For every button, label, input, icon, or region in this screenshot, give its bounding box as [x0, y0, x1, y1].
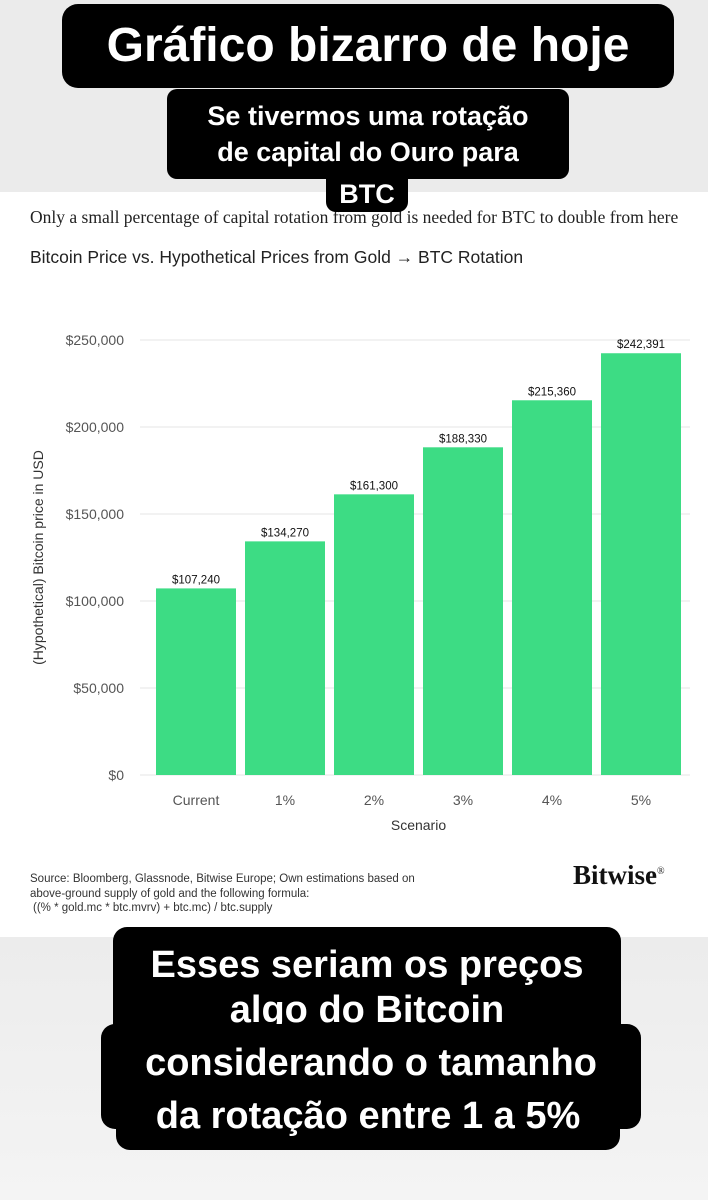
x-tick-label: 5% — [631, 792, 651, 808]
caption-title: Gráfico bizarro de hoje — [62, 4, 674, 88]
data-label: $242,391 — [617, 339, 665, 351]
x-tick-label: 3% — [453, 792, 473, 808]
y-tick-label: $100,000 — [66, 593, 125, 609]
label-layer: $0 $50,000 $100,000 $150,000 $200,000 $250,00… — [66, 332, 665, 808]
bar-chart: $0 $50,000 $100,000 $150,000 $200,000 $250,00… — [30, 332, 690, 833]
source-formula: ((% * gold.mc * btc.mvrv) + btc.mc) / bt… — [33, 902, 273, 914]
y-tick-label: $0 — [108, 767, 124, 783]
caption-subtitle-line-3: BTC — [326, 176, 408, 212]
x-tick-label: 1% — [275, 792, 295, 808]
chart-title: Bitcoin Price vs. Hypothetical Prices fr… — [30, 247, 524, 267]
caption-subtitle-box: Se tivermos uma rotação de capital do Ou… — [167, 89, 569, 179]
bar-4pct — [512, 400, 592, 775]
data-label: $161,300 — [350, 480, 398, 492]
y-tick-label: $200,000 — [66, 419, 125, 435]
x-tick-label: 4% — [542, 792, 562, 808]
bar-3pct — [423, 447, 503, 775]
data-label: $134,270 — [261, 527, 309, 539]
y-tick-label: $250,000 — [66, 332, 125, 348]
data-label: $215,360 — [528, 386, 576, 398]
bar-1pct — [245, 541, 325, 775]
y-axis-label: (Hypothetical) Bitcoin price in USD — [30, 450, 46, 665]
caption-bottom-line-4: da rotação entre 1 a 5% — [116, 1088, 620, 1150]
bitwise-logo: Bitwise® — [573, 860, 665, 891]
bar-5pct — [601, 353, 681, 775]
caption-subtitle-line-2: de capital do Ouro para — [217, 137, 519, 167]
data-label: $107,240 — [172, 574, 220, 586]
y-tick-label: $50,000 — [73, 680, 124, 696]
source-line-2: above-ground supply of gold and the foll… — [30, 887, 310, 900]
source-note: Source: Bloomberg, Glassnode, Bitwise Eu… — [30, 872, 470, 916]
bar-current — [156, 588, 236, 775]
data-label: $188,330 — [439, 433, 487, 445]
chart-headline: Only a small percentage of capital rotat… — [30, 207, 679, 227]
x-axis-label: Scenario — [391, 817, 446, 833]
x-tick-label: Current — [173, 792, 220, 808]
source-line-1: Source: Bloomberg, Glassnode, Bitwise Eu… — [30, 873, 415, 885]
logo-text: Bitwise — [573, 860, 657, 890]
caption-subtitle-line-1: Se tivermos uma rotação — [207, 101, 529, 131]
y-tick-label: $150,000 — [66, 506, 125, 522]
bar-2pct — [334, 494, 414, 775]
registered-mark: ® — [657, 866, 665, 877]
x-tick-label: 2% — [364, 792, 384, 808]
bar-layer — [156, 353, 681, 775]
caption-bottom-line-1: Esses seriam os preços — [150, 944, 584, 986]
